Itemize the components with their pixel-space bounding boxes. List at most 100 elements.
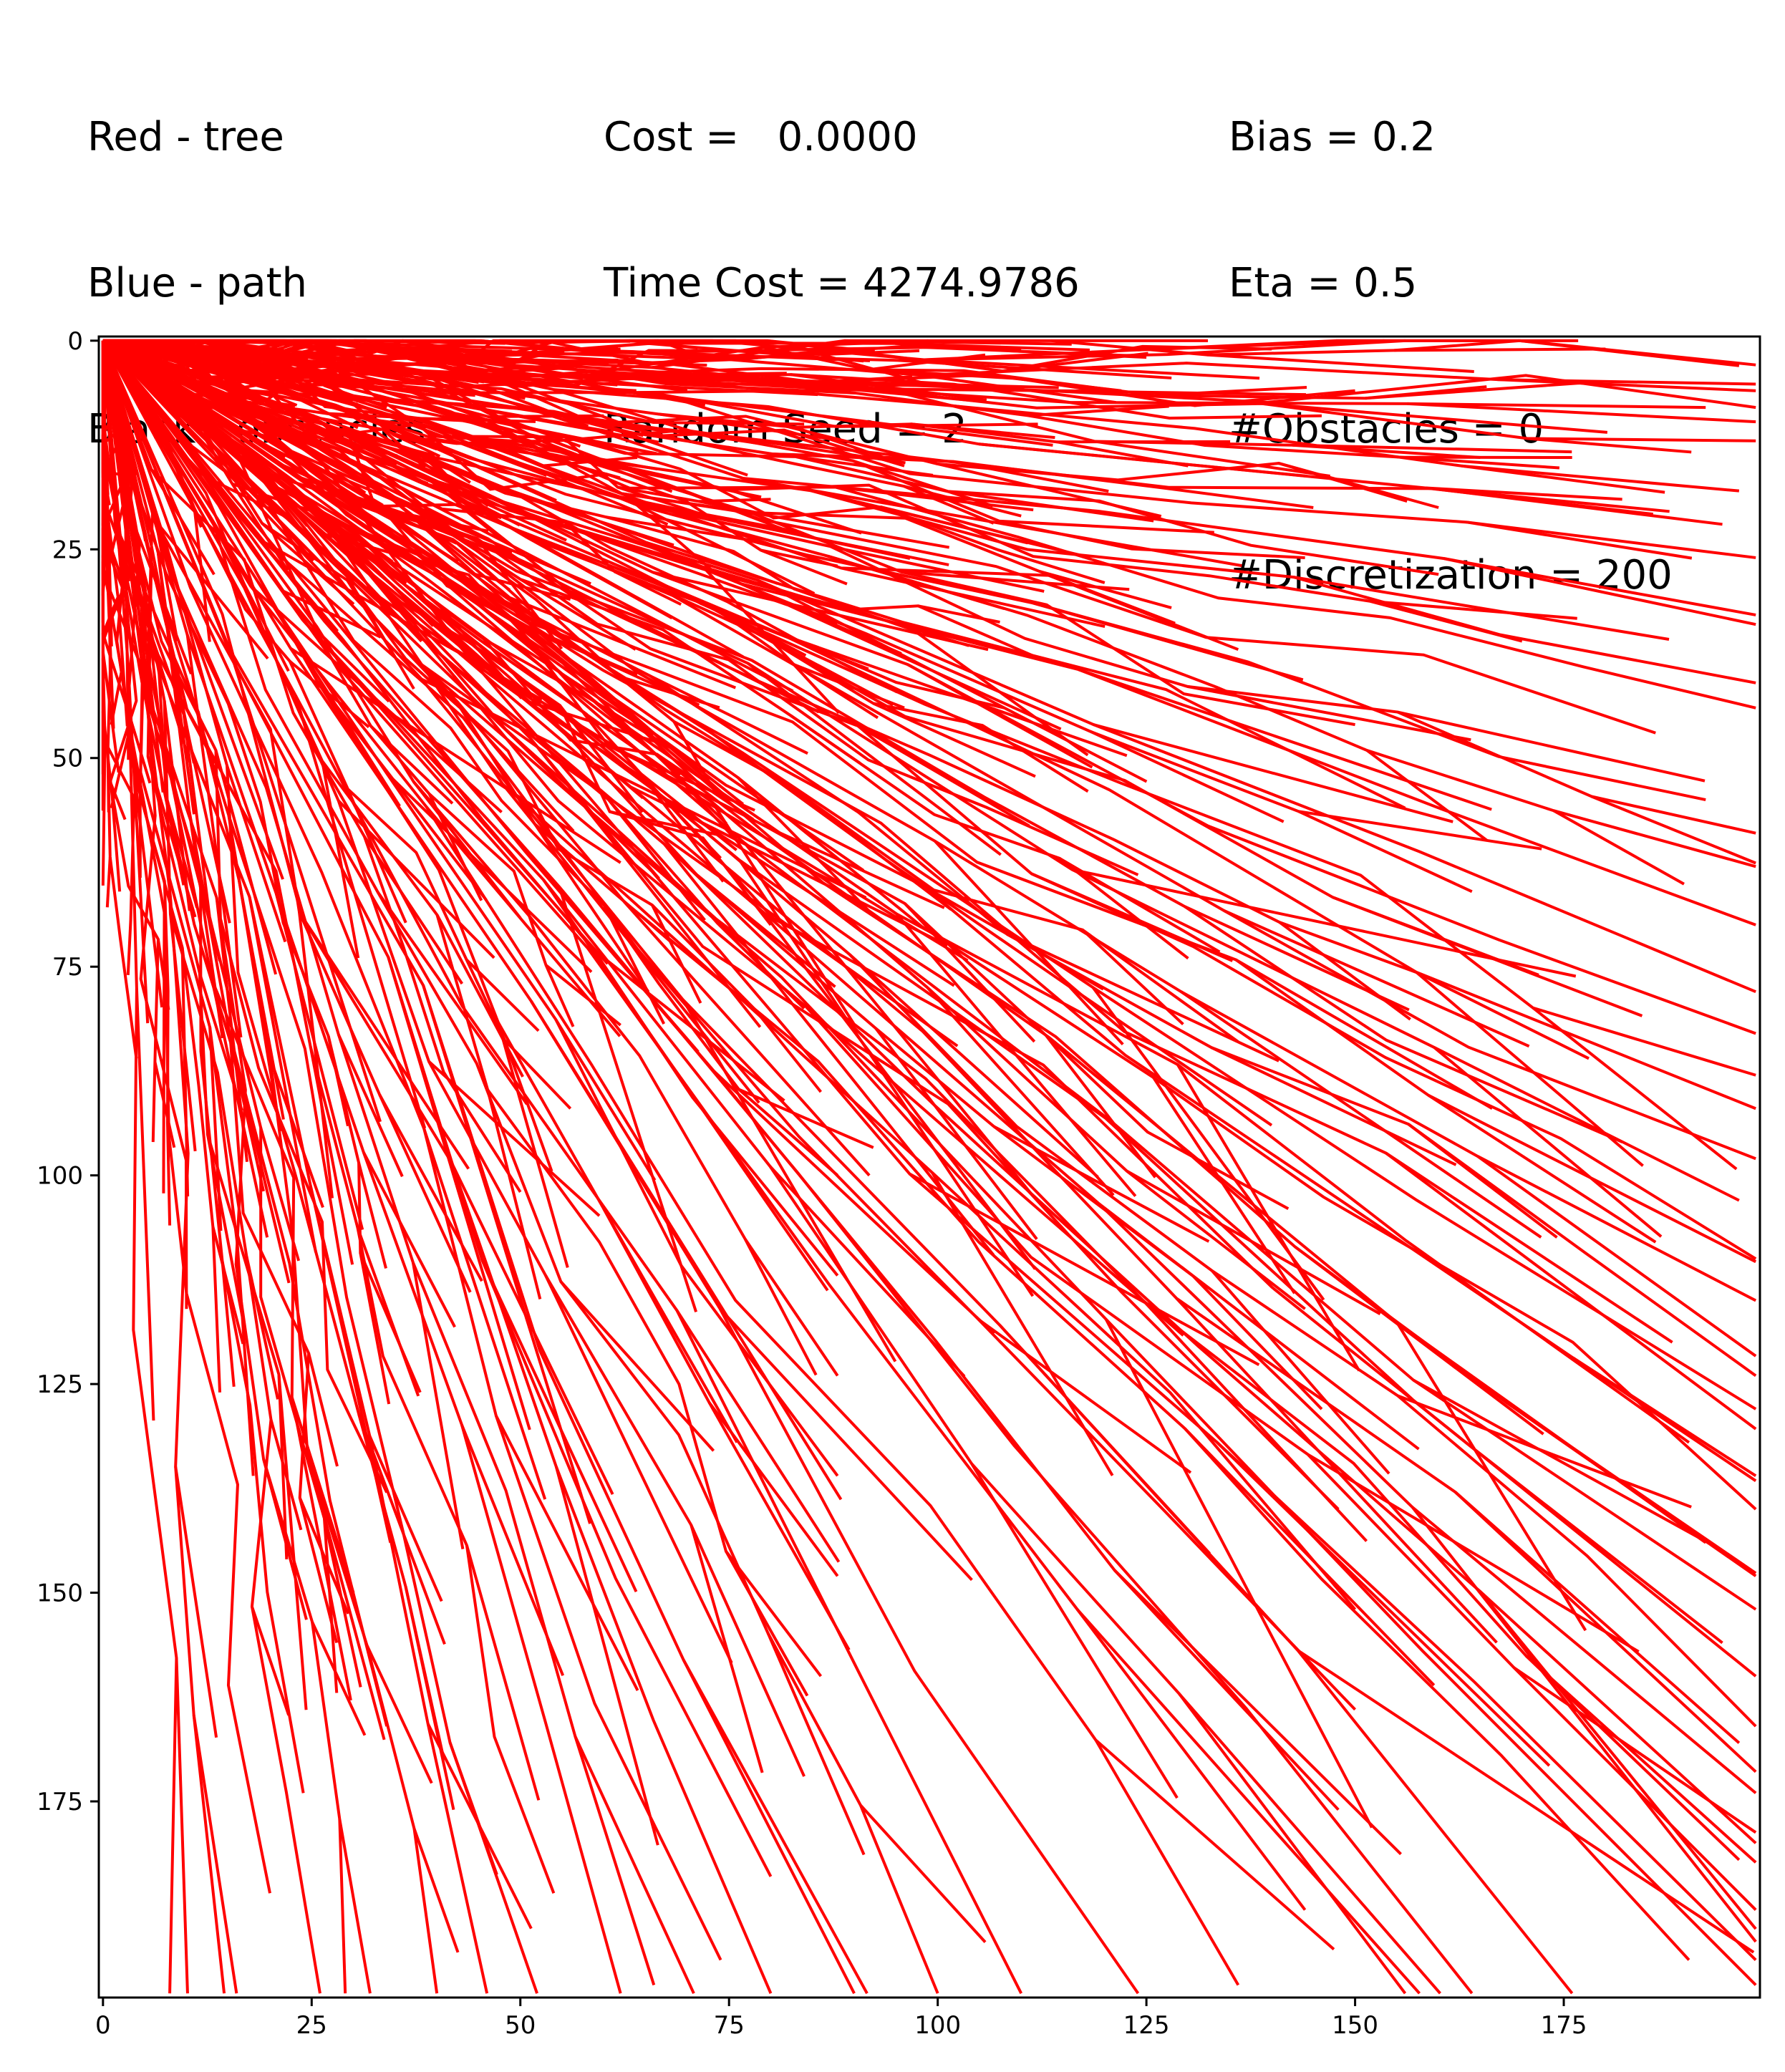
tree-twig <box>268 375 475 397</box>
tree-twig <box>906 663 1093 769</box>
tree-branch <box>102 339 1240 1986</box>
tree-twig <box>649 674 808 755</box>
tree-twig <box>1262 402 1608 434</box>
tree-twig <box>632 499 801 534</box>
tree-twig <box>857 725 1030 828</box>
tree-twig <box>830 545 1045 593</box>
tree-twig <box>282 589 382 639</box>
y-tick-label: 0 <box>67 327 83 356</box>
tree-twig <box>135 988 155 1421</box>
tree-twig <box>934 840 1124 1046</box>
tree-twig <box>278 371 407 379</box>
tree-branch <box>102 339 839 1377</box>
tree-twig <box>248 896 318 1253</box>
tree-branch <box>102 339 1756 442</box>
tree-twig <box>417 661 959 1047</box>
tree-twig <box>525 620 726 797</box>
tree-twig <box>544 964 575 1027</box>
tree-twig <box>1433 1046 1663 1238</box>
tree-twig <box>1027 405 1169 417</box>
tree-twig <box>1479 1590 1757 1930</box>
tree-twig <box>544 1274 733 1664</box>
tree-twig <box>835 485 1034 512</box>
tree-branch <box>102 339 839 1577</box>
tree-twig <box>376 891 528 1105</box>
tree-branch <box>102 339 1757 1511</box>
tree-twig <box>496 1022 569 1269</box>
tree-twig <box>1307 1453 1640 1653</box>
tree-twig <box>747 662 1002 856</box>
tree-twig <box>321 760 360 959</box>
tree-twig <box>773 452 920 460</box>
tree-twig <box>300 914 470 1170</box>
tree-twig <box>663 843 995 1257</box>
tree-twig <box>368 1435 443 1602</box>
tree-twig <box>182 714 231 924</box>
tree-twig <box>1045 1034 1157 1178</box>
tree-branch <box>101 340 656 1986</box>
tree-twig <box>909 1172 1260 1367</box>
tree-twig <box>1504 1400 1757 1574</box>
tree-twig <box>885 387 1111 393</box>
tree-twig <box>289 660 370 729</box>
tree-twig <box>363 836 464 985</box>
y-tick-label: 125 <box>37 1370 83 1399</box>
tree-branch <box>102 339 1741 1862</box>
tree-twig <box>554 1466 659 1846</box>
tree-twig <box>970 1463 1179 1799</box>
tree-twig <box>453 647 969 962</box>
tree-branch <box>102 339 1757 1378</box>
tree-twig <box>1411 1506 1757 1943</box>
tree-twig <box>715 572 838 625</box>
tree-twig <box>412 1828 460 1953</box>
tree-twig <box>262 468 394 563</box>
tree-twig <box>263 434 384 507</box>
tree-twig <box>311 505 558 644</box>
tree-twig <box>766 826 945 909</box>
tree-twig <box>725 1550 809 1697</box>
tree-twig <box>1292 443 1572 454</box>
axes-frame <box>97 335 1761 1999</box>
tree-twig <box>116 596 129 727</box>
tree-twig <box>130 721 152 784</box>
tree-twig <box>1365 385 1487 400</box>
tree-twig <box>519 462 669 526</box>
tree-twig <box>827 554 1005 610</box>
tree-twig <box>719 1307 973 1582</box>
tree-twig <box>763 339 929 349</box>
tree-twig <box>344 573 415 690</box>
tree-branch <box>102 339 1706 410</box>
tree-twig <box>486 1089 542 1299</box>
tree-twig <box>690 1524 764 1773</box>
tree-twig <box>1095 1739 1335 1951</box>
tree-twig <box>208 1027 223 1231</box>
tree-twig <box>238 880 285 1120</box>
tree-twig <box>1032 601 1304 682</box>
tree-branch <box>101 340 422 1393</box>
tree-twig <box>1461 464 1665 494</box>
tree-twig <box>651 904 702 1004</box>
tree-twig <box>1206 353 1474 373</box>
tree-twig <box>904 902 1036 1043</box>
tree-twig <box>420 677 867 899</box>
tree-twig <box>1223 909 1530 1048</box>
tree-twig <box>793 663 879 720</box>
x-tick-label: 0 <box>95 2011 111 2040</box>
tree-twig <box>503 1040 553 1172</box>
tree-twig <box>738 1088 874 1149</box>
tree-twig <box>499 339 630 343</box>
tree-twig <box>1432 487 1670 513</box>
tree-branch <box>102 339 1757 1577</box>
tree-twig <box>1180 990 1542 1239</box>
y-tick-label: 75 <box>52 953 83 982</box>
tree-twig <box>140 680 185 886</box>
tree-twig <box>1297 1649 1755 1954</box>
tree-twig <box>439 577 865 872</box>
tree-twig <box>101 651 120 773</box>
tree-twig <box>127 508 193 675</box>
y-tick-label: 100 <box>37 1162 83 1191</box>
tree-twig <box>129 566 191 763</box>
tree-twig <box>193 508 211 642</box>
tree-twig <box>101 469 111 506</box>
x-tick-label: 75 <box>714 2011 745 2040</box>
